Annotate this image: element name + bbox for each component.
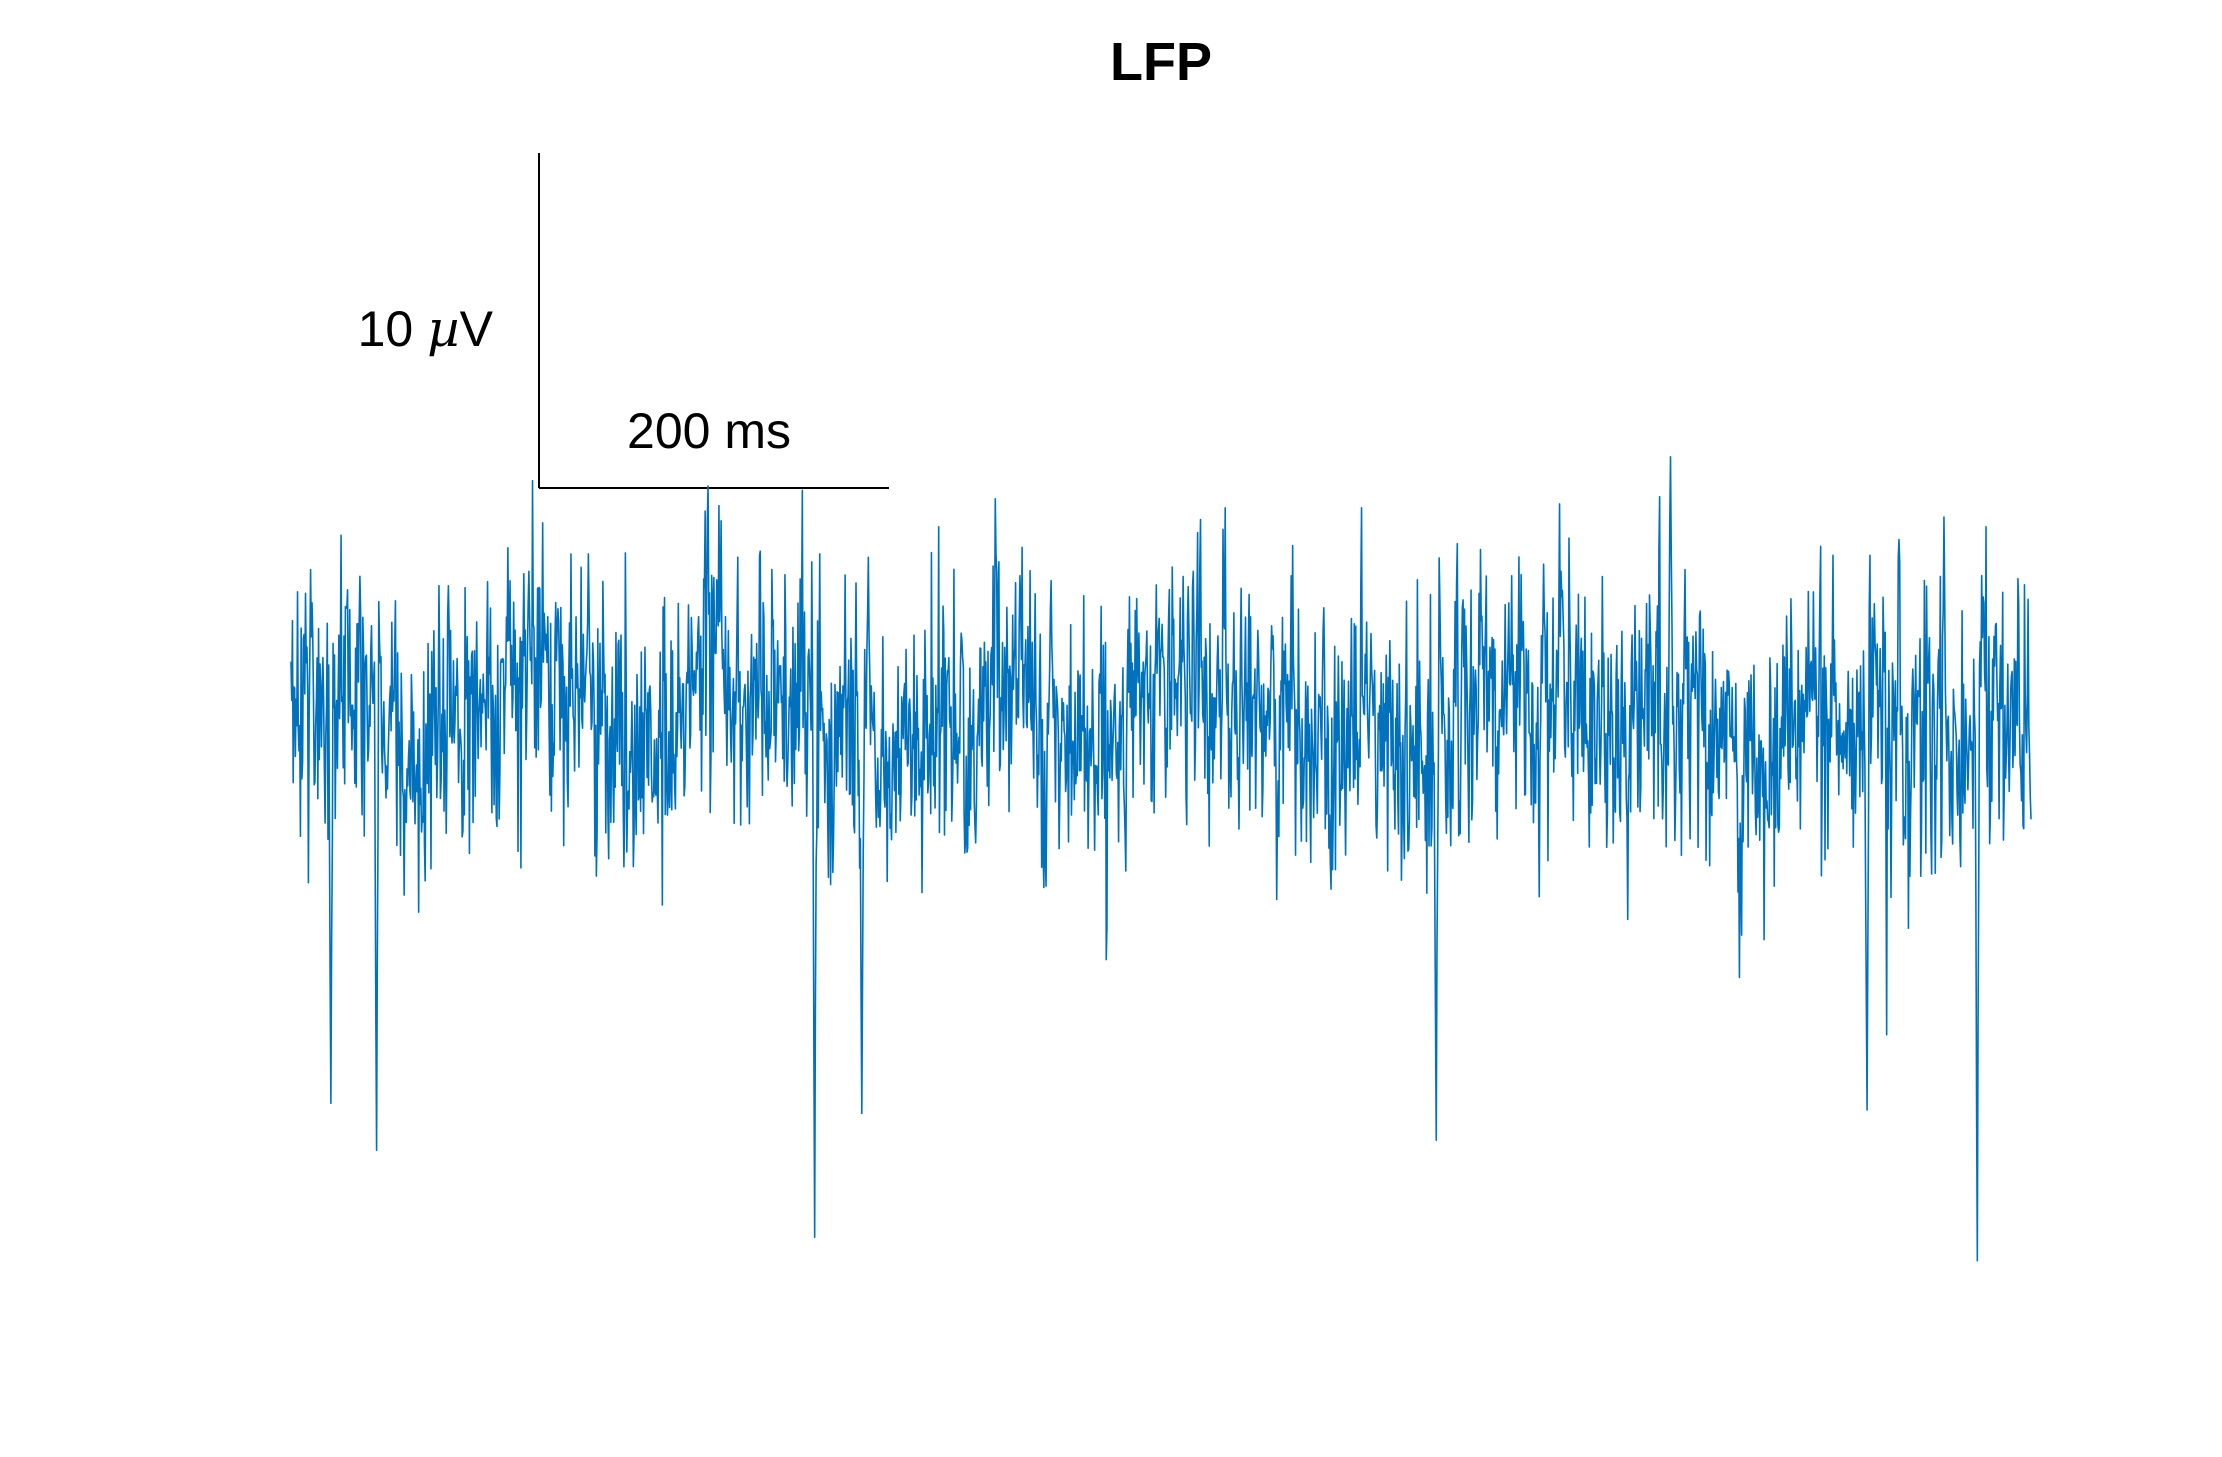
lfp-trace-line [290,455,2032,1262]
voltage-scale-label: 10 µV [358,300,494,358]
chart-title: LFP [1110,32,1212,92]
time-scale-label: 200 ms [627,403,791,459]
voltage-scale-unit: V [460,301,494,357]
voltage-scale-number: 10 [358,301,428,357]
scale-bar: 10 µV 200 ms [358,153,889,489]
voltage-scale-mu: µ [427,300,460,358]
plot-area [290,455,2032,1262]
